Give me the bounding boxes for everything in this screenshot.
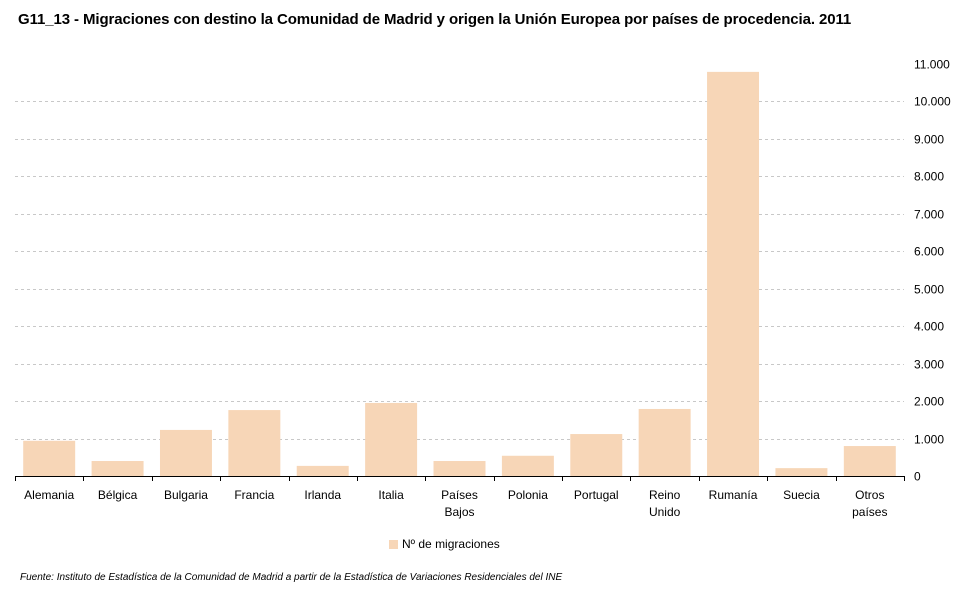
- bar: [23, 440, 76, 476]
- legend-swatch: [389, 539, 398, 549]
- y-tick-label: 4.000: [914, 320, 944, 334]
- bar: [501, 455, 554, 476]
- legend-label: Nº de migraciones: [402, 537, 500, 551]
- x-tick-label: Portugal: [574, 488, 619, 502]
- bar: [707, 71, 760, 477]
- source-note: Fuente: Instituto de Estadística de la C…: [20, 572, 563, 583]
- x-tick-label: países: [852, 505, 887, 519]
- x-tick-label: Polonia: [508, 488, 548, 502]
- x-tick-label: Suecia: [783, 488, 820, 502]
- legend: Nº de migraciones: [389, 537, 500, 551]
- x-tick-label: Unido: [649, 505, 681, 519]
- y-tick-label: 5.000: [914, 283, 944, 297]
- bar: [638, 408, 691, 476]
- bar: [159, 429, 212, 476]
- chart-title: G11_13 - Migraciones con destino la Comu…: [18, 11, 852, 28]
- bar: [433, 461, 486, 476]
- y-tick-label: 1.000: [914, 433, 944, 447]
- y-tick-label: 0: [914, 470, 921, 484]
- y-tick-label: 10.000: [914, 95, 951, 109]
- bar: [365, 402, 418, 476]
- y-tick-label: 3.000: [914, 358, 944, 372]
- x-tick-label: Bulgaria: [164, 488, 208, 502]
- x-tick-label: Alemania: [24, 488, 74, 502]
- x-tick-label: Italia: [378, 488, 404, 502]
- y-tick-label: 11.000: [914, 58, 950, 72]
- x-tick-label: Bélgica: [98, 488, 138, 502]
- bar: [228, 410, 281, 476]
- x-tick-label: Países: [441, 488, 478, 502]
- x-tick-label: Otros: [855, 488, 884, 502]
- y-tick-label: 7.000: [914, 208, 944, 222]
- y-tick-label: 6.000: [914, 245, 944, 259]
- y-tick-label: 2.000: [914, 395, 944, 409]
- bar: [775, 468, 828, 476]
- y-tick-label: 8.000: [914, 170, 944, 184]
- x-tick-label: Reino: [649, 488, 681, 502]
- bar: [843, 446, 896, 476]
- bar: [570, 434, 623, 476]
- bar: [91, 461, 144, 476]
- x-tick-label: Bajos: [444, 505, 474, 519]
- bar: [296, 465, 349, 476]
- y-tick-label: 9.000: [914, 133, 944, 147]
- x-tick-label: Francia: [234, 488, 274, 502]
- x-tick-label: Rumanía: [709, 488, 758, 502]
- x-tick-label: Irlanda: [304, 488, 341, 502]
